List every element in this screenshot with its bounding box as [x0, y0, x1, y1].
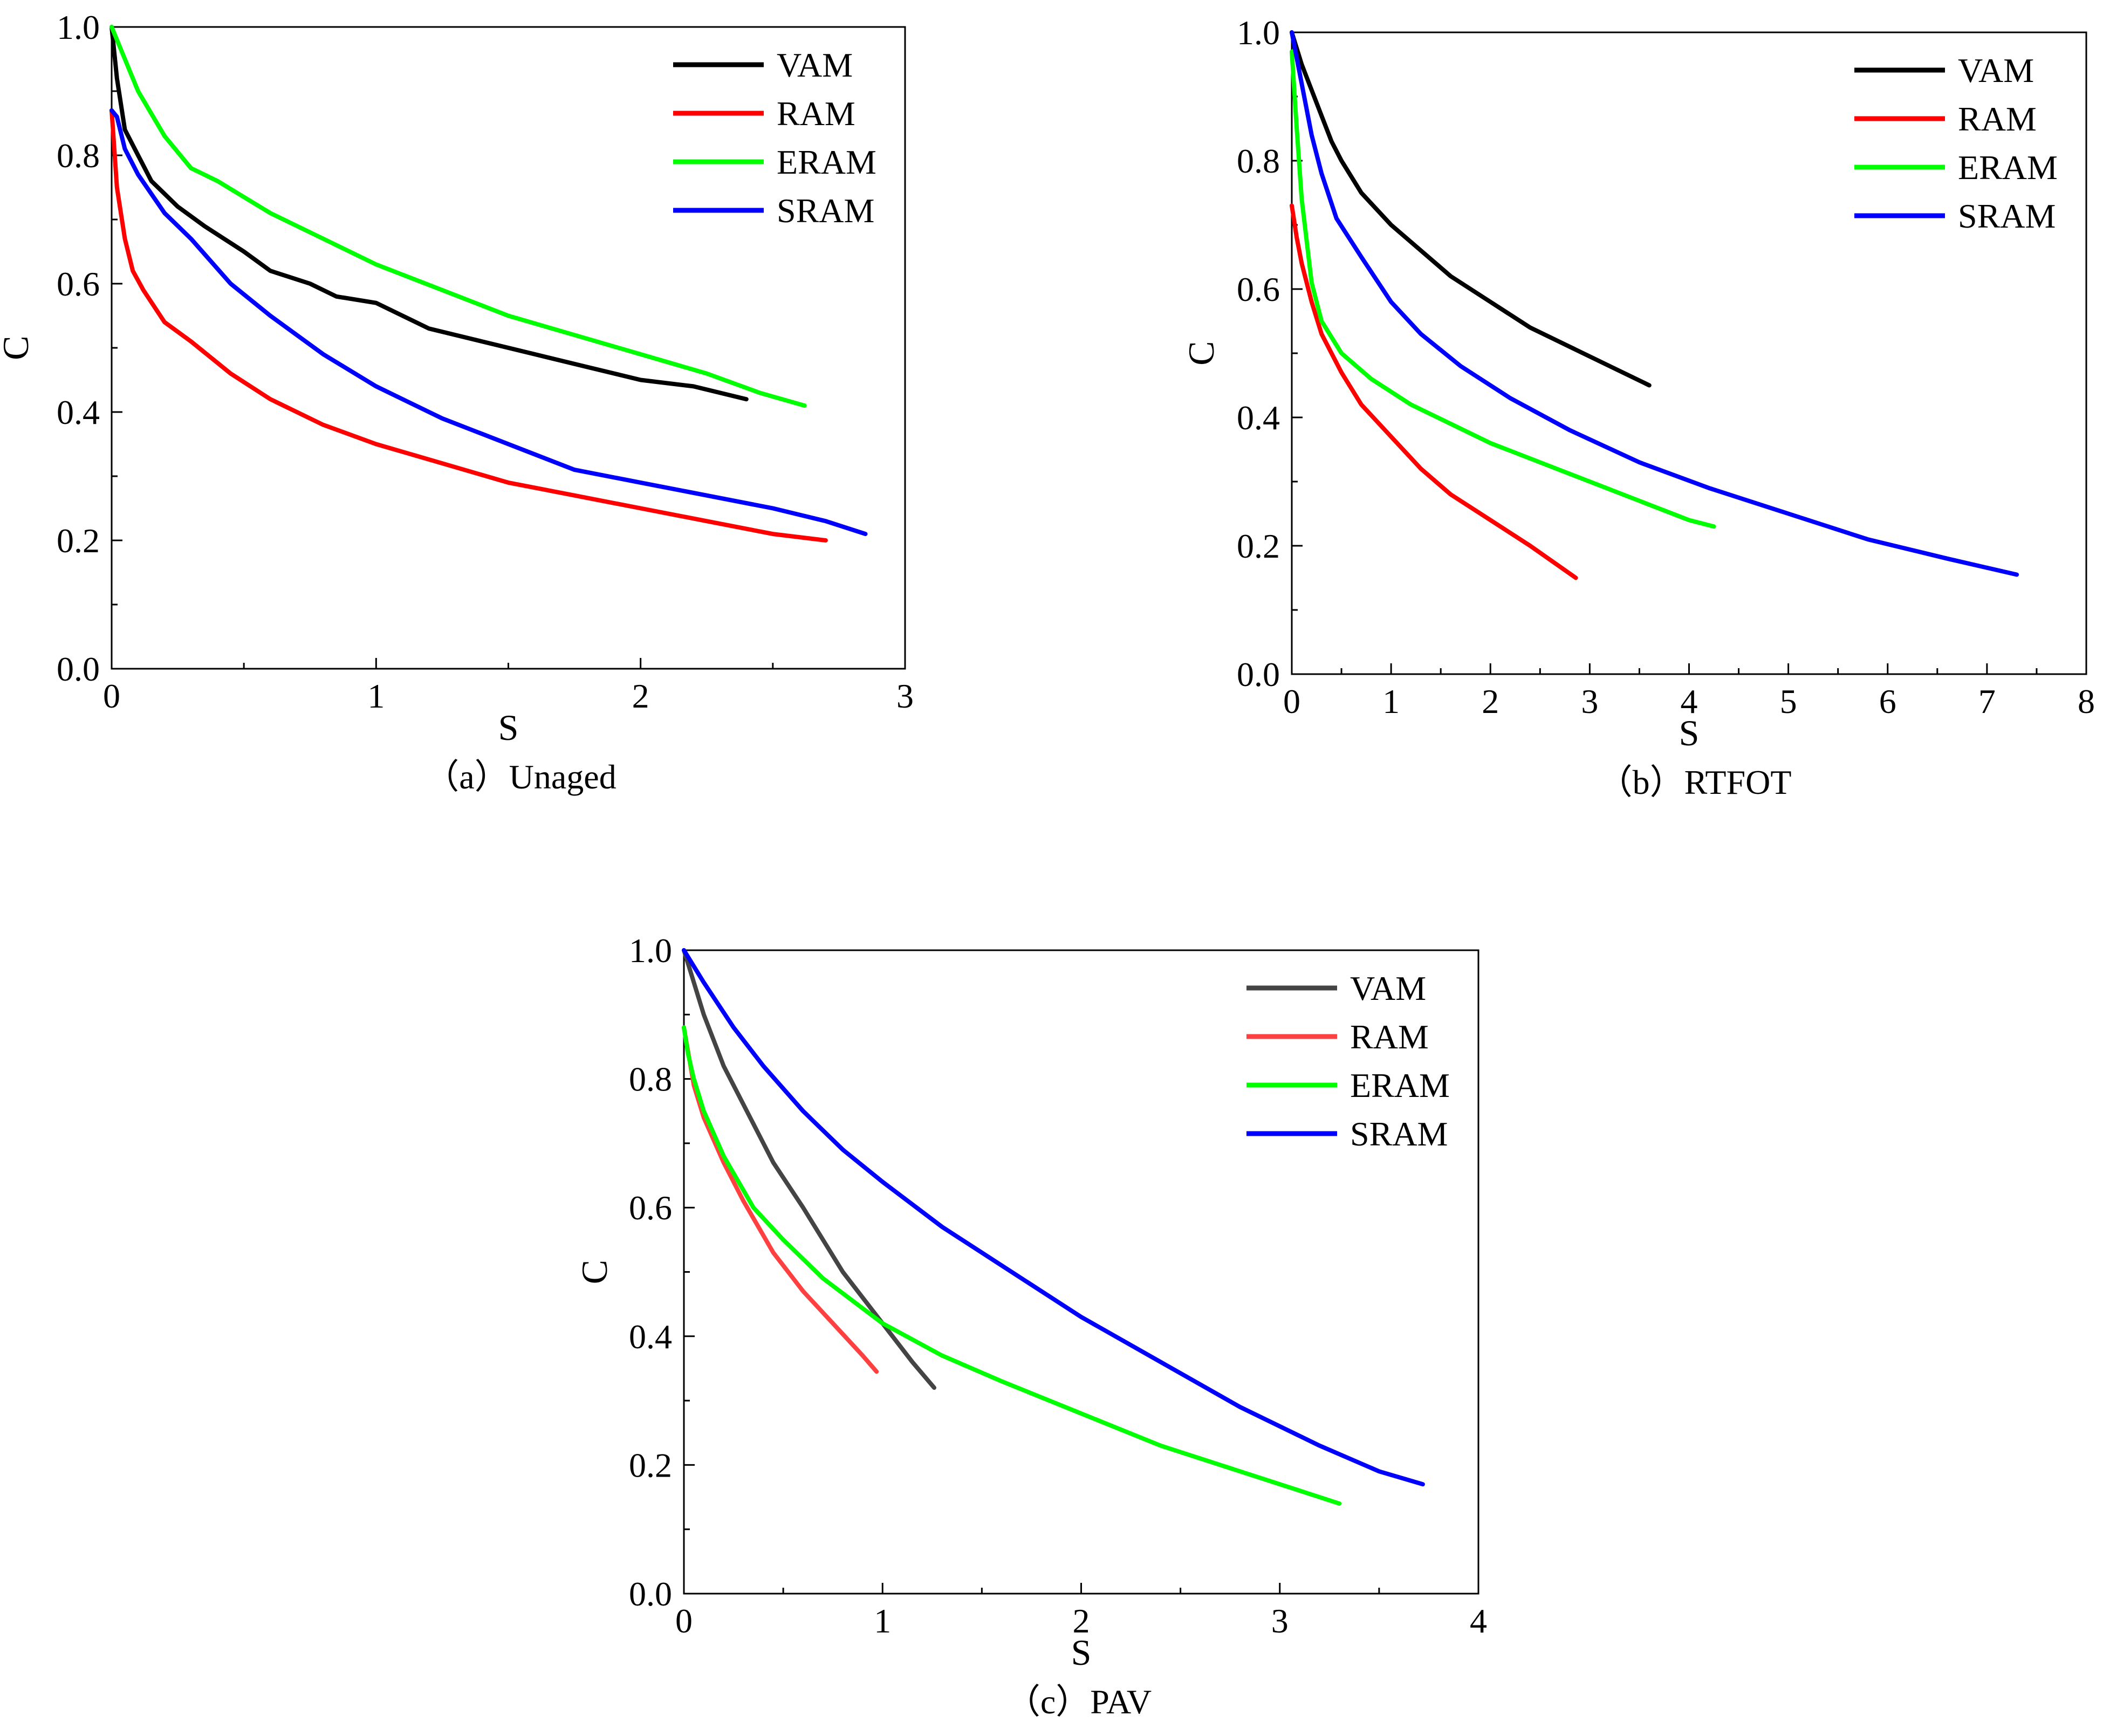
- x-tick-label: 1: [1382, 682, 1400, 721]
- y-tick-label: 0.6: [629, 1189, 672, 1227]
- series-line-ram: [682, 1025, 879, 1374]
- series-line-sram: [1290, 30, 2019, 577]
- y-tick-label: 1.0: [57, 8, 100, 46]
- y-tick-label: 1.0: [629, 931, 672, 970]
- y-tick-label: 0.6: [57, 265, 100, 303]
- chart-c: 0 1 2 3 4 0.0 0.2 0.4 0.6 0.8 1.0 S C （c）PAV VAM RAM ERA…: [574, 931, 1487, 1721]
- x-tick-label: 3: [896, 677, 914, 715]
- legend-label-ram: RAM: [1350, 1018, 1429, 1056]
- legend-label-vam: VAM: [777, 46, 853, 84]
- panel-caption: （c）PAV: [1006, 1683, 1152, 1721]
- y-tick-label: 0.4: [1237, 399, 1280, 437]
- chart-b: 0 1 2 3 4 5 6 7 8 0.0 0.2 0.4 0.6 0.8 1.0 S C （b）RTFOT VAM…: [1181, 13, 2095, 801]
- x-tick-label: 3: [1581, 682, 1598, 721]
- y-tick-label: 0.2: [57, 522, 100, 560]
- x-tick-label: 0: [675, 1602, 693, 1640]
- x-tick-label: 2: [1482, 682, 1499, 721]
- y-tick-label: 1.0: [1237, 13, 1280, 52]
- series-line-sram: [682, 948, 1425, 1487]
- series-line-vam: [109, 25, 749, 402]
- y-tick-label: 0.0: [57, 650, 100, 688]
- legend-label-eram: ERAM: [1350, 1066, 1450, 1104]
- legend-label-eram: ERAM: [1958, 148, 2058, 187]
- y-tick-label: 0.8: [629, 1060, 672, 1099]
- x-tick-label: 6: [1879, 682, 1896, 721]
- series-line-eram: [109, 25, 807, 408]
- series-line-eram: [682, 1025, 1342, 1506]
- y-tick-label: 0.2: [629, 1446, 672, 1484]
- series-line-ram: [109, 108, 828, 543]
- x-axis-title: S: [1679, 712, 1700, 753]
- x-tick-label: 2: [632, 677, 649, 715]
- x-tick-label: 8: [2078, 682, 2095, 721]
- chart-a: 0 1 2 3 0.0 0.2 0.4 0.6 0.8 1.0 S C （a）Unaged VAM RAM E…: [0, 8, 914, 796]
- x-axis-title: S: [1071, 1632, 1092, 1673]
- x-tick-label: 0: [1283, 682, 1300, 721]
- y-axis-title: C: [1181, 341, 1222, 365]
- x-tick-label: 7: [1978, 682, 1996, 721]
- legend-label-vam: VAM: [1350, 969, 1426, 1007]
- series-line-vam: [682, 948, 936, 1390]
- x-tick-label: 4: [1470, 1602, 1487, 1640]
- y-tick-label: 0.2: [1237, 527, 1280, 565]
- x-axis-title: S: [498, 707, 519, 748]
- y-tick-label: 0.4: [629, 1318, 672, 1356]
- y-tick-label: 0.0: [629, 1575, 672, 1613]
- y-tick-label: 0.8: [1237, 142, 1280, 180]
- legend-label-sram: SRAM: [1958, 197, 2056, 235]
- x-tick-label: 3: [1271, 1602, 1289, 1640]
- legend-label-ram: RAM: [1958, 100, 2037, 138]
- y-axis-title: C: [0, 335, 36, 360]
- x-tick-label: 0: [103, 677, 120, 715]
- legend-label-eram: ERAM: [777, 143, 876, 181]
- x-tick-label: 1: [367, 677, 385, 715]
- legend-label-ram: RAM: [777, 94, 855, 133]
- y-tick-label: 0.6: [1237, 270, 1280, 308]
- x-tick-label: 2: [1073, 1602, 1090, 1640]
- legend-label-sram: SRAM: [1350, 1115, 1448, 1153]
- panel-caption: （b）RTFOT: [1598, 763, 1792, 801]
- y-tick-label: 0.4: [57, 393, 100, 431]
- panel-caption: （a）Unaged: [424, 758, 616, 796]
- series-line-eram: [1290, 49, 1716, 529]
- series-line-ram: [1290, 203, 1578, 580]
- y-tick-label: 0.0: [1237, 655, 1280, 694]
- y-axis-title: C: [574, 1260, 615, 1284]
- legend-label-vam: VAM: [1958, 51, 2034, 90]
- legend-label-sram: SRAM: [777, 191, 874, 230]
- x-tick-label: 5: [1780, 682, 1797, 721]
- series-line-vam: [1290, 30, 1652, 388]
- x-tick-label: 1: [874, 1602, 891, 1640]
- x-tick-label: 4: [1681, 682, 1698, 721]
- y-tick-label: 0.8: [57, 136, 100, 175]
- series-line-sram: [109, 108, 868, 537]
